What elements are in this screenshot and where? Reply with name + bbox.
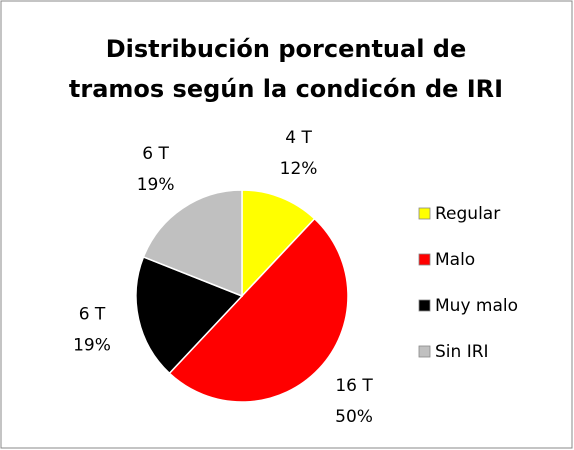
pie-slice: [142, 189, 243, 298]
data-label-count: 6 T: [142, 144, 169, 164]
data-label: 50%: [335, 407, 373, 427]
pie-slice: [168, 217, 349, 403]
pie-slice: [241, 189, 316, 298]
legend-label: Sin IRI: [435, 342, 489, 362]
legend-label: Muy malo: [435, 296, 518, 316]
legend-swatch: [418, 345, 431, 358]
data-label-count: 16 T: [335, 376, 373, 396]
data-label: 19%: [137, 175, 175, 195]
legend-swatch: [418, 253, 431, 266]
legend-label: Malo: [435, 250, 475, 270]
data-label-count: 6 T: [79, 305, 106, 325]
chart-title: tramos según la condicón de IRI: [69, 75, 503, 103]
data-label: 19%: [73, 336, 111, 356]
legend-swatch: [418, 299, 431, 312]
chart-title: Distribución porcentual de: [106, 35, 467, 63]
data-label-count: 4 T: [285, 128, 312, 148]
legend-swatch: [418, 207, 431, 220]
data-label: 12%: [280, 159, 318, 179]
legend-label: Regular: [435, 204, 500, 224]
